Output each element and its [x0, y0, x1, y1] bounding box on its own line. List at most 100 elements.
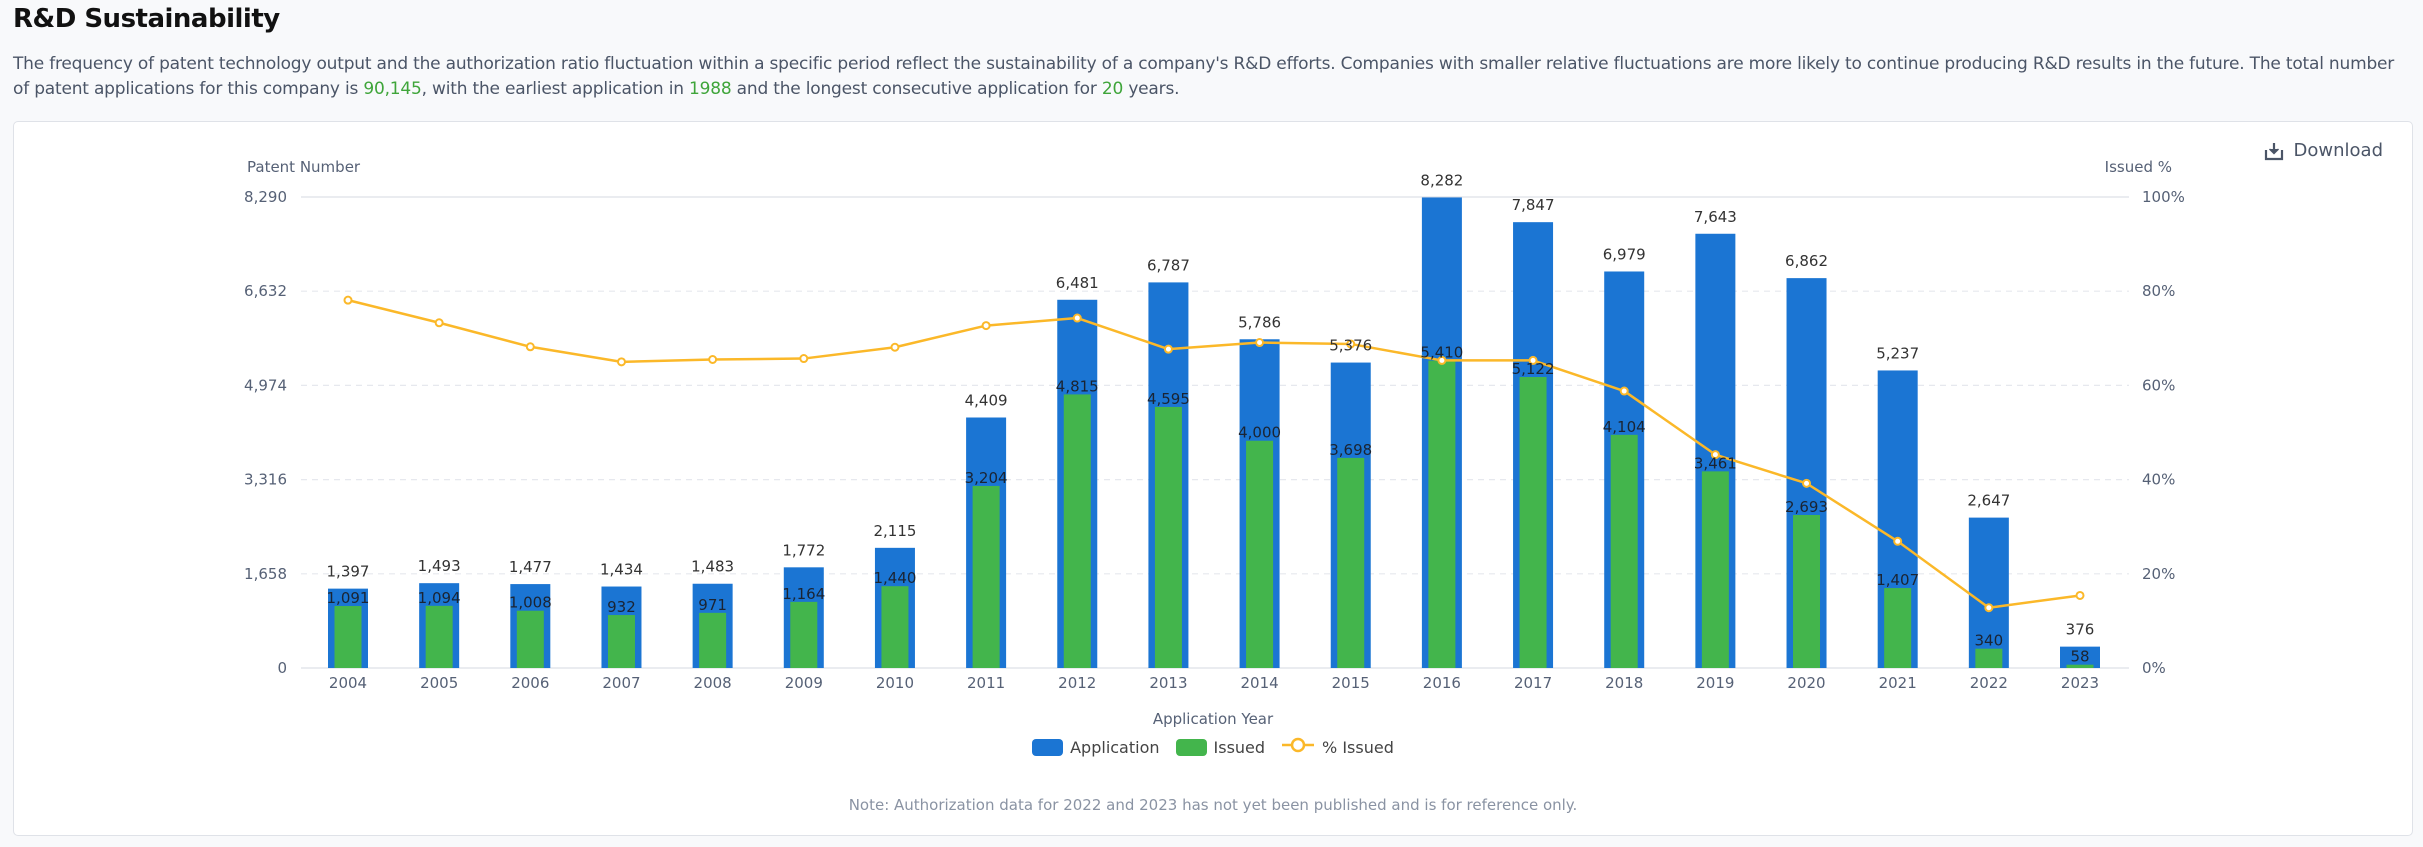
data-label-issued: 971	[698, 596, 727, 614]
data-label-application: 8,282	[1420, 171, 1463, 189]
data-label-issued: 1,440	[873, 569, 916, 587]
data-label-application: 6,787	[1147, 256, 1190, 274]
bar-issued	[516, 610, 544, 668]
percent-issued-point	[1163, 344, 1173, 354]
bar-issued	[972, 485, 1000, 668]
total-applications-value: 90,145	[363, 79, 422, 99]
data-label-issued: 3,204	[965, 469, 1008, 487]
x-tick-label: 2019	[1696, 674, 1734, 692]
x-tick-label: 2010	[876, 674, 914, 692]
bar-issued	[1610, 434, 1638, 668]
x-axis: 2004 2005 2006 2007 2008 2009 2010 2011 2012 2013…	[329, 674, 2099, 692]
download-label: Download	[2293, 140, 2383, 161]
data-label-application: 6,862	[1785, 252, 1828, 270]
data-label-application: 7,643	[1694, 208, 1737, 226]
x-tick-label: 2022	[1970, 674, 2008, 692]
y-tick-label-right: 40%	[2142, 471, 2175, 489]
data-label-application: 1,483	[691, 558, 734, 576]
data-label-application: 6,481	[1056, 274, 1099, 292]
x-axis-title: Application Year	[1152, 710, 1274, 728]
data-label-issued: 1,164	[782, 585, 825, 603]
percent-issued-point	[1710, 450, 1720, 460]
bar-issued	[699, 612, 727, 668]
earliest-year-value: 1988	[689, 79, 732, 99]
data-label-issued: 1,091	[327, 589, 370, 607]
desc-text-4: years.	[1123, 79, 1180, 99]
percent-issued-point	[1072, 313, 1082, 323]
legend-line-marker-icon	[1281, 736, 1315, 758]
data-label-application: 5,237	[1876, 344, 1919, 362]
percent-issued-point	[1802, 478, 1812, 488]
legend-swatch-issued	[1175, 738, 1207, 756]
data-label-application: 2,115	[873, 522, 916, 540]
bar-labels: 1,397 1,091 1,493 1,094 1,477 1,008 1,434 932 1,…	[327, 171, 2095, 665]
bar-issued	[334, 606, 362, 668]
percent-issued-point	[708, 354, 718, 364]
data-label-application: 6,979	[1603, 245, 1646, 263]
percent-issued-point	[343, 295, 353, 305]
x-tick-label: 2007	[602, 674, 640, 692]
legend-swatch-application	[1032, 738, 1064, 756]
x-tick-label: 2018	[1605, 674, 1643, 692]
legend-label-application: Application	[1070, 737, 1160, 757]
section-description: The frequency of patent technology outpu…	[13, 52, 2408, 102]
percent-issued-point	[2075, 590, 2085, 600]
y-axis-title-left: Patent Number	[247, 158, 361, 176]
y-axis-left: 0 1,658 3,316 4,974 6,632 8,290	[244, 188, 287, 677]
data-label-issued: 3,698	[1329, 441, 1372, 459]
bar-issued	[1154, 406, 1182, 668]
y-tick-label-right: 0%	[2142, 659, 2166, 677]
percent-issued-point	[1528, 355, 1538, 365]
desc-text-2: , with the earliest application in	[421, 79, 689, 99]
y-tick-label-left: 4,974	[244, 376, 287, 394]
page-title: R&D Sustainability	[13, 4, 280, 34]
y-tick-label-right: 20%	[2142, 565, 2175, 583]
data-label-application: 4,409	[965, 392, 1008, 410]
data-label-issued: 5,410	[1420, 344, 1463, 362]
data-label-issued: 5,122	[1512, 360, 1555, 378]
bar-issued	[2066, 664, 2094, 668]
download-icon	[2264, 141, 2284, 161]
bar-issued	[1337, 457, 1365, 668]
bar-issued	[1428, 360, 1456, 668]
data-label-issued: 4,815	[1056, 377, 1099, 395]
bar-application	[2060, 646, 2100, 668]
y-axis-right: 0% 20% 40% 60% 80% 100%	[2142, 188, 2185, 677]
grid-lines	[301, 196, 2129, 669]
legend-item-issued[interactable]: Issued	[1175, 737, 1266, 757]
bar-issued	[1975, 648, 2003, 668]
data-note: Note: Authorization data for 2022 and 20…	[848, 796, 1578, 814]
percent-issued-polyline	[347, 298, 2081, 609]
legend-item-application[interactable]: Application	[1032, 737, 1160, 757]
data-label-issued: 4,104	[1603, 418, 1646, 436]
legend-label-percent-issued: % Issued	[1322, 737, 1394, 757]
percent-issued-point	[616, 357, 626, 367]
desc-text-3: and the longest consecutive application …	[731, 79, 1102, 99]
y-tick-label-left: 3,316	[244, 471, 287, 489]
percent-issued-point	[1893, 536, 1903, 546]
bar-issued	[1519, 376, 1547, 668]
data-label-issued: 1,008	[509, 594, 552, 612]
percent-issued-point	[981, 321, 991, 331]
x-tick-label: 2012	[1058, 674, 1096, 692]
consecutive-years-value: 20	[1101, 79, 1124, 99]
bar-issued	[425, 605, 453, 668]
y-tick-label-left: 1,658	[244, 565, 287, 583]
download-button[interactable]: Download	[2264, 140, 2383, 161]
x-tick-label: 2009	[785, 674, 823, 692]
percent-issued-point	[1984, 603, 1994, 613]
bar-issued	[1063, 394, 1091, 668]
percent-issued-point	[799, 354, 809, 364]
bars	[328, 197, 2100, 668]
y-tick-label-left: 6,632	[244, 282, 287, 300]
data-label-issued: 1,094	[418, 589, 461, 607]
data-label-application: 1,772	[782, 541, 825, 559]
legend-label-issued: Issued	[1213, 737, 1266, 757]
legend-item-percent-issued[interactable]: % Issued	[1281, 736, 1394, 758]
data-label-issued: 932	[607, 598, 636, 616]
x-tick-label: 2023	[2061, 674, 2099, 692]
data-label-application: 7,847	[1512, 196, 1555, 214]
percent-issued-point	[1255, 338, 1265, 348]
y-tick-label-right: 100%	[2142, 188, 2185, 206]
data-label-application: 1,493	[418, 557, 461, 575]
